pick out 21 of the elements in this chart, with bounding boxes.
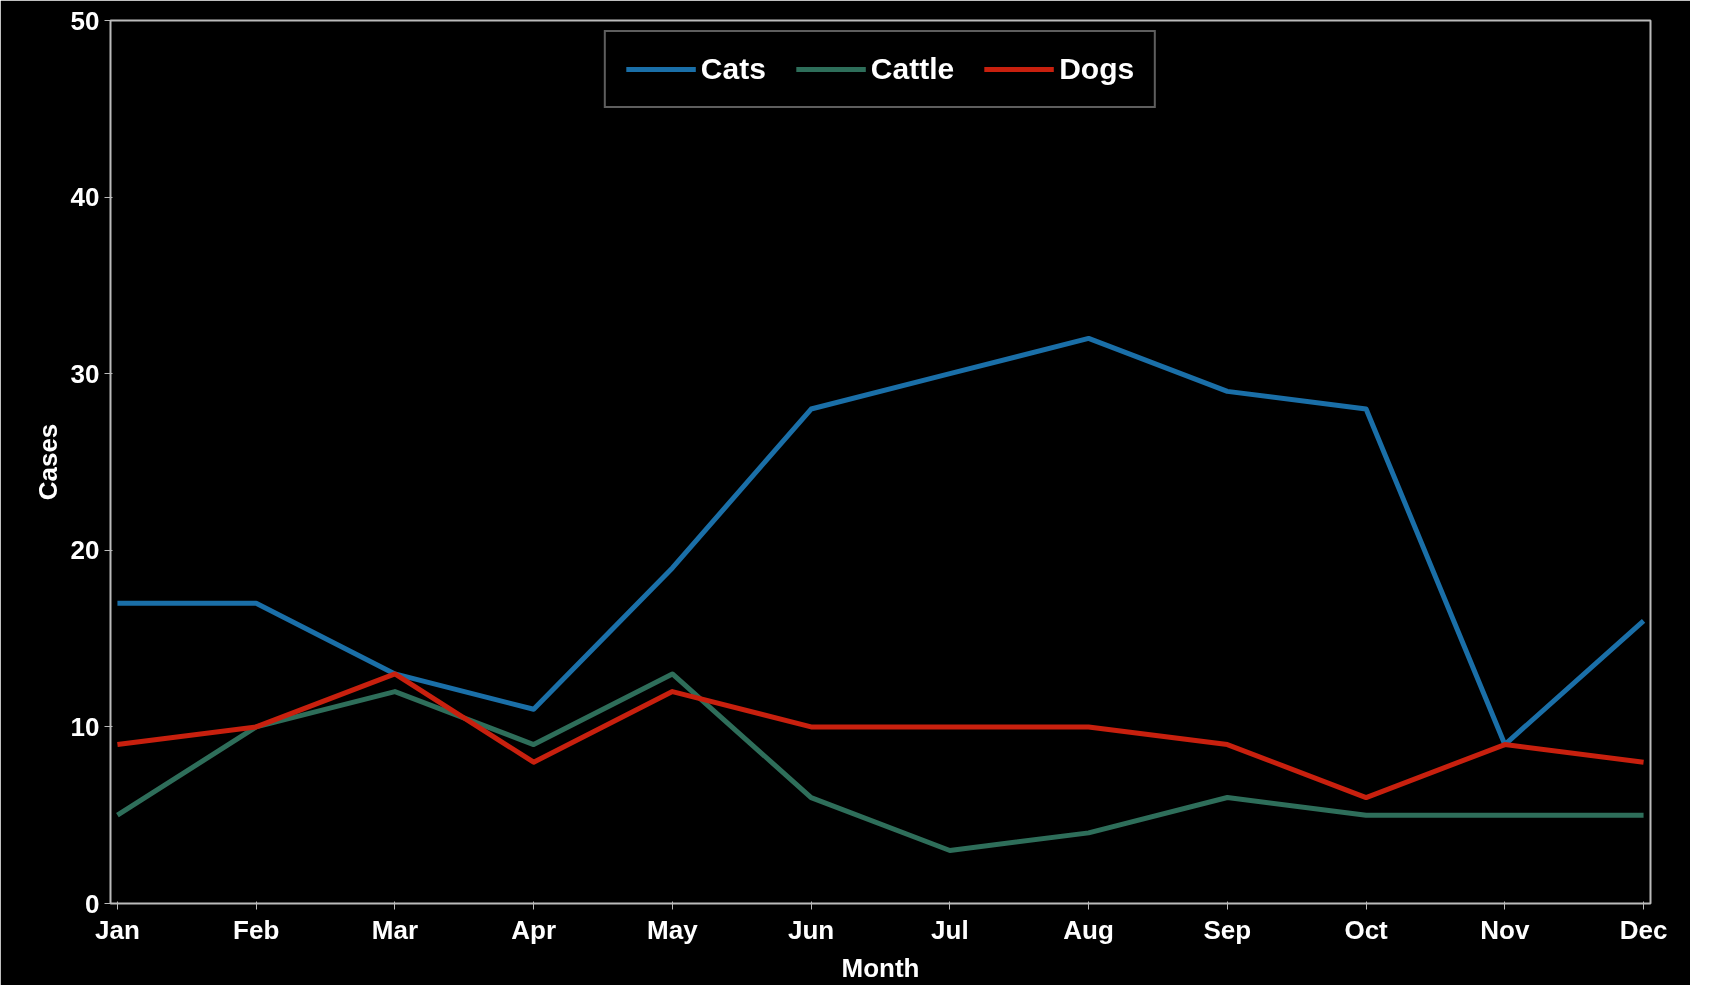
x-tick-label: Nov <box>1480 914 1530 945</box>
x-tick-label: May <box>647 914 699 945</box>
x-axis-title: Month <box>841 952 920 983</box>
x-tick-label: Jul <box>931 914 969 945</box>
x-tick-label: Jun <box>788 914 835 945</box>
x-tick-label: Sep <box>1203 914 1252 945</box>
y-tick-label: 10 <box>70 711 100 742</box>
legend-label: Dogs <box>1059 52 1135 86</box>
y-tick-label: 30 <box>70 358 100 389</box>
x-tick-label: Apr <box>511 914 557 945</box>
x-tick-label: Feb <box>233 914 280 945</box>
legend-label: Cattle <box>870 52 955 86</box>
y-axis-title: Cases <box>32 423 63 501</box>
y-tick-label: 20 <box>70 535 100 566</box>
y-tick-label: 40 <box>70 182 100 213</box>
x-tick-label: Mar <box>371 914 419 945</box>
legend-label: Cats <box>700 52 766 86</box>
y-tick-label: 50 <box>70 5 100 36</box>
x-tick-label: Dec <box>1619 914 1668 945</box>
x-tick-label: Oct <box>1344 914 1389 945</box>
x-tick-label: Aug <box>1063 914 1114 945</box>
